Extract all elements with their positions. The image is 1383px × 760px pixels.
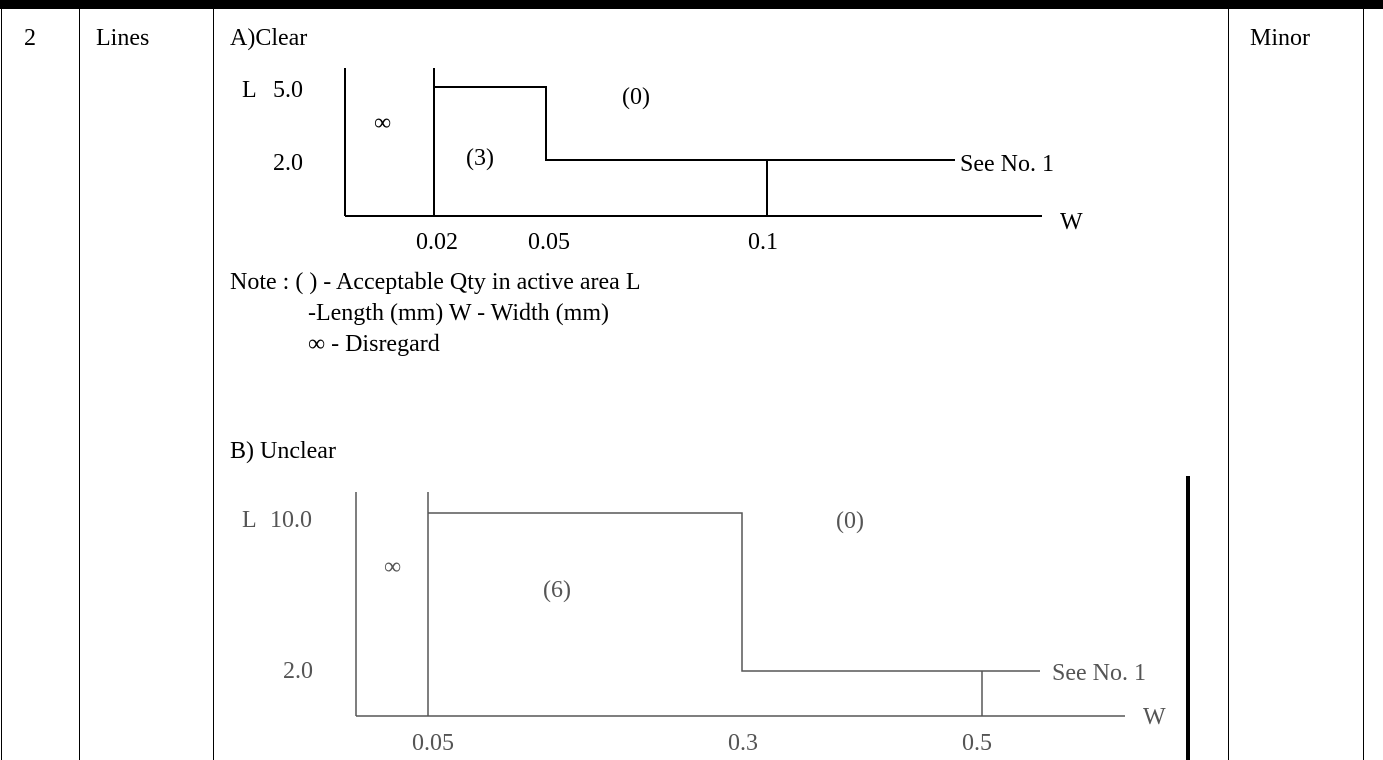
section-a-heading: A)Clear	[230, 25, 308, 51]
diagram-a-reference: See No. 1	[960, 151, 1054, 177]
note-line-2: -Length (mm) W - Width (mm)	[308, 300, 609, 326]
diagram-a-l-tick-5: 5.0	[273, 77, 303, 103]
diagram-a-disregard-symbol: ∞	[374, 110, 391, 136]
note-line-1: Note : ( ) - Acceptable Qty in active ar…	[230, 269, 641, 295]
row-top-border	[0, 8, 1383, 9]
item-name: Lines	[96, 25, 150, 51]
diagram-b-w-label: W	[1143, 704, 1166, 730]
diagram-b-reference: See No. 1	[1052, 660, 1146, 686]
section-b-heading: B) Unclear	[230, 438, 336, 464]
diagram-a-w-tick-2: 0.05	[528, 229, 570, 255]
diagram-b-disregard-symbol: ∞	[384, 554, 401, 580]
note-line-3: ∞ - Disregard	[308, 331, 440, 357]
diagram-b-l-tick-10: 10.0	[270, 507, 312, 533]
severity-label: Minor	[1250, 25, 1310, 51]
diagram-b-limit-line	[428, 512, 1040, 672]
diagram-a-w-tick-3: 0.1	[748, 229, 778, 255]
diagram-a-region-mid: (3)	[466, 145, 494, 171]
diagram-a-limit-line	[434, 86, 955, 161]
diagram-b-w-tick-3: 0.5	[962, 730, 992, 756]
column-border	[1, 8, 2, 760]
diagram-a-l-tick-2: 2.0	[273, 150, 303, 176]
diagram-b-l-tick-2: 2.0	[283, 658, 313, 684]
diagram-b-w-tick-1: 0.05	[412, 730, 454, 756]
column-border	[1363, 8, 1364, 760]
diagram-b-region-upper: (0)	[836, 508, 864, 534]
diagram-b-l-label: L	[242, 507, 257, 533]
column-border	[213, 8, 214, 760]
table-top-border	[0, 0, 1383, 8]
diagram-a-l-label: L	[242, 77, 257, 103]
thick-margin-bar	[1186, 476, 1190, 760]
column-border	[79, 8, 80, 760]
diagram-a-w-tick-1: 0.02	[416, 229, 458, 255]
diagram-a-region-upper: (0)	[622, 84, 650, 110]
diagram-a-w-label: W	[1060, 209, 1083, 235]
row-number: 2	[24, 25, 36, 51]
diagram-b-region-mid: (6)	[543, 577, 571, 603]
column-border	[1228, 8, 1229, 760]
diagram-b-w-tick-2: 0.3	[728, 730, 758, 756]
